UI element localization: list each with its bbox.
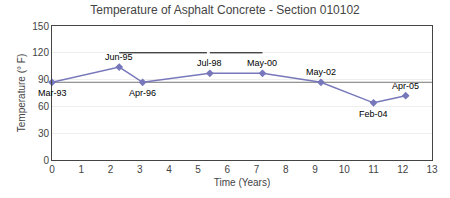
- svg-text:4: 4: [166, 164, 172, 175]
- svg-text:Apr-96: Apr-96: [129, 88, 156, 98]
- svg-text:0: 0: [43, 155, 49, 166]
- svg-text:0: 0: [49, 164, 55, 175]
- svg-text:11: 11: [368, 164, 379, 175]
- svg-text:9: 9: [312, 164, 318, 175]
- svg-text:Apr-05: Apr-05: [392, 81, 419, 91]
- svg-text:6: 6: [225, 164, 231, 175]
- svg-text:120: 120: [32, 47, 49, 58]
- svg-text:Jun-95: Jun-95: [105, 52, 133, 62]
- svg-text:3: 3: [137, 164, 143, 175]
- svg-text:Mar-93: Mar-93: [38, 88, 67, 98]
- svg-text:10: 10: [339, 164, 351, 175]
- svg-text:5: 5: [195, 164, 201, 175]
- svg-text:Temperature of Asphalt Concret: Temperature of Asphalt Concrete - Sectio…: [90, 3, 360, 17]
- svg-text:13: 13: [426, 164, 438, 175]
- svg-text:60: 60: [38, 101, 50, 112]
- svg-text:May-02: May-02: [306, 67, 336, 77]
- svg-text:2: 2: [108, 164, 114, 175]
- svg-text:Feb-04: Feb-04: [359, 109, 388, 119]
- svg-text:8: 8: [283, 164, 289, 175]
- svg-text:150: 150: [32, 21, 49, 32]
- svg-text:Temperature (° F): Temperature (° F): [16, 54, 27, 132]
- svg-text:May-00: May-00: [247, 58, 277, 68]
- svg-text:Jul-98: Jul-98: [197, 58, 222, 68]
- svg-text:Time (Years): Time (Years): [214, 177, 271, 188]
- svg-text:90: 90: [38, 74, 50, 85]
- svg-text:12: 12: [397, 164, 409, 175]
- svg-text:7: 7: [254, 164, 260, 175]
- svg-text:30: 30: [38, 128, 50, 139]
- svg-text:1: 1: [78, 164, 84, 175]
